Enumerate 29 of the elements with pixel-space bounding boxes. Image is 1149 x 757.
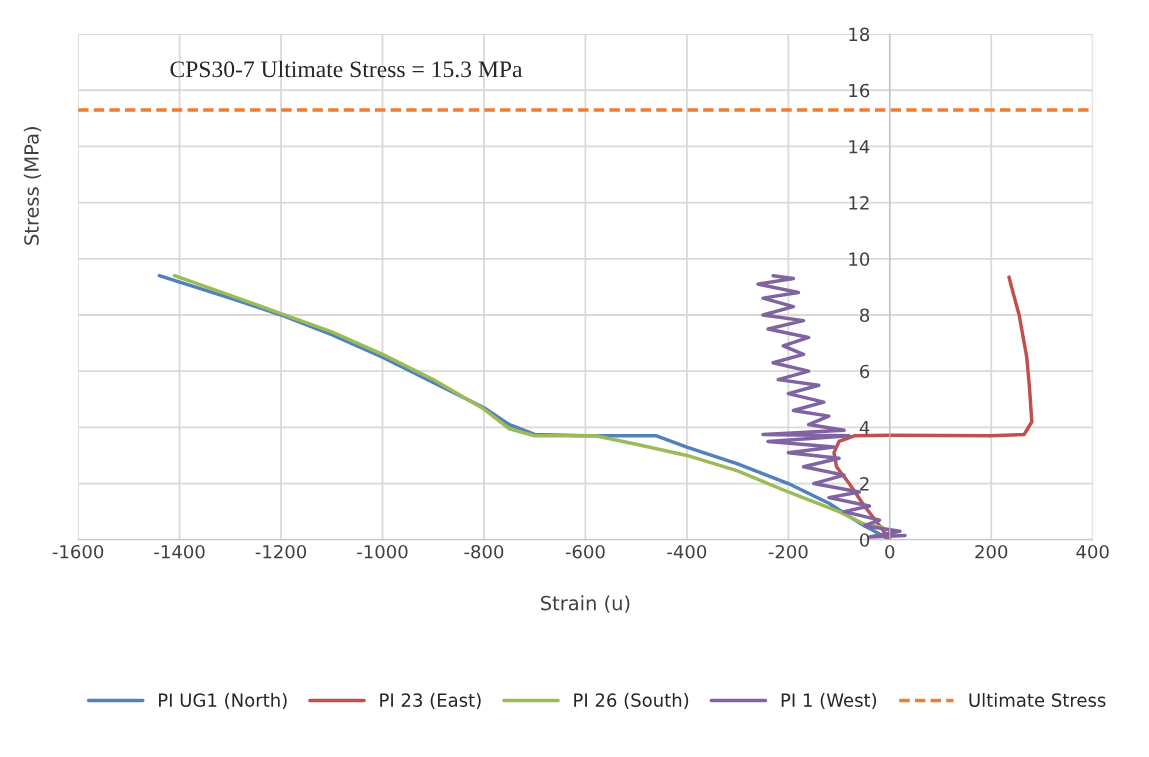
x-tick-label: -800	[464, 544, 504, 559]
x-tick-label: 200	[975, 544, 1008, 559]
x-tick-label: -1400	[154, 544, 205, 559]
x-tick-label: -1200	[255, 544, 307, 559]
x-tick-label: -1600	[52, 544, 104, 559]
y-tick-label: 18	[849, 27, 870, 42]
legend-label: PI 23 (East)	[380, 693, 481, 710]
y-tick-label: 4	[859, 421, 870, 435]
y-tick-label: 10	[849, 252, 870, 266]
x-tick-label: -600	[565, 544, 605, 559]
annotation: CPS30-7 Ultimate Stress = 15.3 MPa	[170, 60, 523, 78]
legend-label: PI 26 (South)	[574, 693, 689, 710]
x-axis-title: Strain (u)	[541, 595, 630, 613]
x-tick-label: 400	[1076, 544, 1109, 559]
y-tick-label: 0	[860, 533, 870, 547]
x-tick-label: -1000	[357, 544, 408, 559]
legend-label: PI UG1 (North)	[159, 693, 287, 710]
y-tick-label: 14	[849, 140, 870, 154]
x-tick-label: -200	[768, 544, 808, 559]
legend-label: Ultimate Stress	[969, 693, 1106, 707]
y-tick-label: 12	[849, 196, 869, 210]
y-tick-label: 16	[849, 83, 870, 98]
x-tick-label: -400	[667, 544, 707, 559]
y-tick-label: 8	[860, 308, 870, 323]
x-tick-label: 0	[885, 544, 895, 559]
legend-label: PI 1 (West)	[781, 693, 877, 710]
y-axis-title: Stress (MPa)	[23, 127, 42, 245]
y-tick-label: 2	[860, 477, 869, 491]
y-tick-label: 6	[860, 364, 870, 379]
